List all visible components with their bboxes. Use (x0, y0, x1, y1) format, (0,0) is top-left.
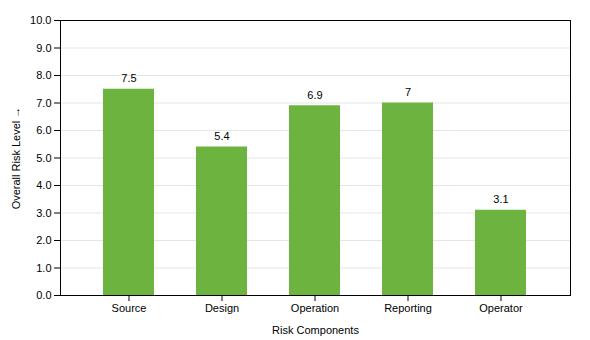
svg-text:Design: Design (205, 302, 239, 314)
svg-text:5.0: 5.0 (36, 152, 51, 164)
svg-text:Operator: Operator (479, 302, 523, 314)
svg-text:2.0: 2.0 (36, 234, 51, 246)
svg-text:Risk Components: Risk Components (272, 324, 359, 336)
svg-text:7: 7 (405, 86, 411, 98)
svg-text:Reporting: Reporting (384, 302, 432, 314)
svg-text:10.0: 10.0 (30, 14, 51, 26)
svg-text:4.0: 4.0 (36, 179, 51, 191)
svg-text:Overall Risk Level →: Overall Risk Level → (10, 107, 22, 210)
svg-text:9.0: 9.0 (36, 42, 51, 54)
svg-text:8.0: 8.0 (36, 69, 51, 81)
svg-text:7.0: 7.0 (36, 97, 51, 109)
svg-text:Operation: Operation (291, 302, 339, 314)
svg-text:Source: Source (112, 302, 147, 314)
svg-text:6.9: 6.9 (307, 89, 322, 101)
svg-text:1.0: 1.0 (36, 262, 51, 274)
svg-text:3.1: 3.1 (493, 193, 508, 205)
svg-text:6.0: 6.0 (36, 124, 51, 136)
svg-text:7.5: 7.5 (121, 72, 136, 84)
svg-text:3.0: 3.0 (36, 207, 51, 219)
svg-text:5.4: 5.4 (214, 130, 229, 142)
svg-text:0.0: 0.0 (36, 289, 51, 301)
